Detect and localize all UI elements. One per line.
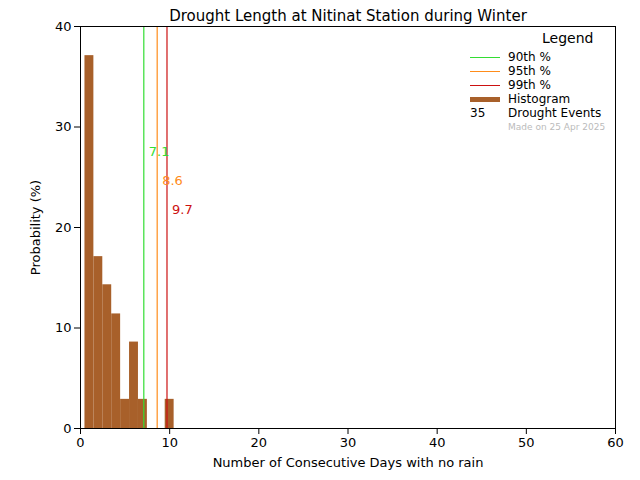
svg-text:9.7: 9.7 [172,202,193,217]
svg-text:0: 0 [63,421,71,436]
svg-text:40: 40 [429,435,446,450]
svg-text:7.1: 7.1 [149,144,170,159]
svg-text:20: 20 [251,435,268,450]
html-text:90th %: 90th % [508,50,551,64]
html-text:35: 35 [470,106,486,120]
svg-text:40: 40 [55,19,72,34]
html-text:95th %: 95th % [508,64,551,78]
html-text:Drought Events: Drought Events [508,106,602,120]
html-text:99th %: 99th % [508,78,551,92]
svg-text:20: 20 [55,220,72,235]
svg-text:30: 30 [340,435,357,450]
svg-text:0: 0 [76,435,84,450]
svg-text:Drought Length at Nitinat Stat: Drought Length at Nitinat Station during… [169,7,527,25]
svg-text:30: 30 [55,119,72,134]
svg-text:10: 10 [161,435,178,450]
svg-text:8.6: 8.6 [162,173,183,188]
svg-text:60: 60 [607,435,624,450]
svg-text:10: 10 [55,320,72,335]
html-text:Made on 25 Apr 2025: Made on 25 Apr 2025 [508,122,606,132]
html-text:Legend: Legend [542,30,594,46]
svg-text:Probability (%): Probability (%) [28,180,43,275]
svg-text:50: 50 [518,435,535,450]
svg-text:Number of Consecutive Days wit: Number of Consecutive Days with no rain [213,455,484,470]
html-text:Histogram: Histogram [508,92,571,106]
